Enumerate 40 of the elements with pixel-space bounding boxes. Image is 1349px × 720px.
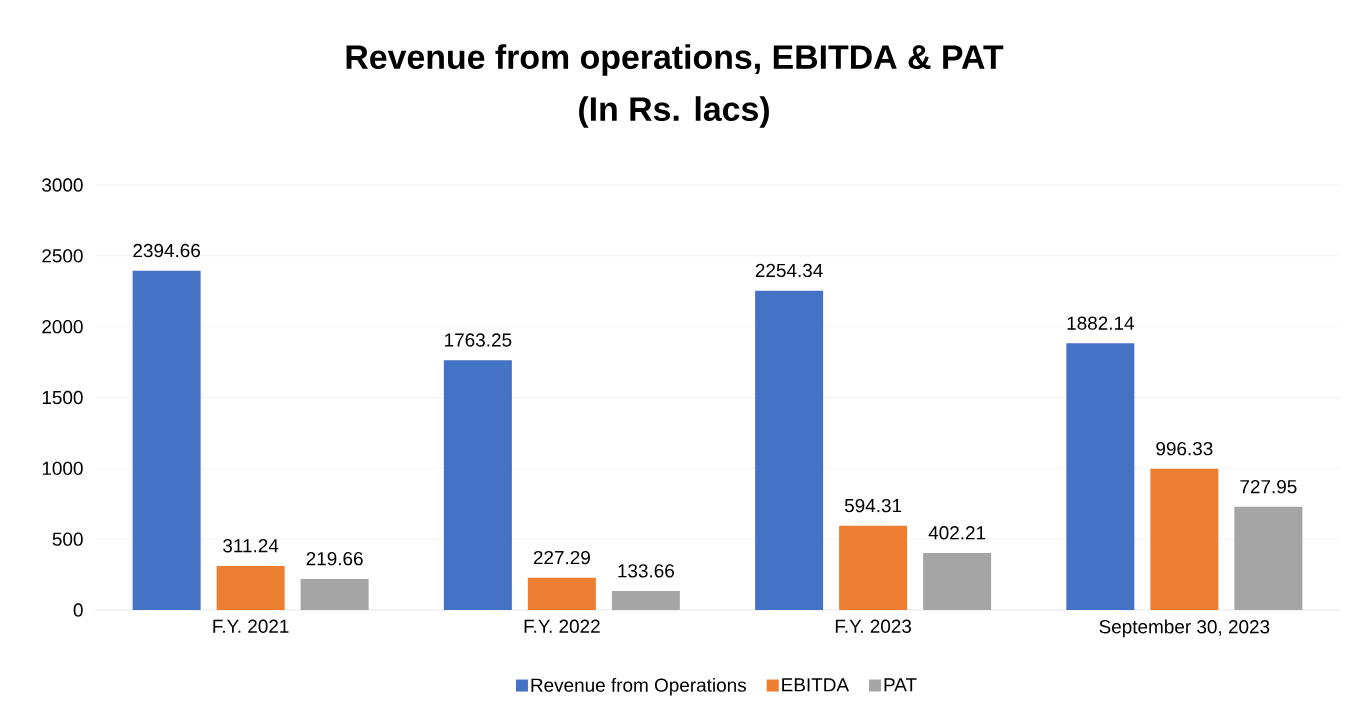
y-tick-label: 2500 [42,249,83,263]
legend-label: PAT [884,678,917,692]
bar [216,565,285,610]
data-label: 402.21 [928,526,986,540]
y-tick-label: 500 [52,532,83,546]
legend-label: EBITDA [782,678,849,692]
bar [527,577,596,610]
bar [300,578,369,610]
data-label: 227.29 [533,550,590,565]
chart-subtitle: (In Rs. lacs) [579,96,769,128]
data-label: 2394.66 [133,243,200,258]
y-tick-label: 1500 [42,390,83,405]
chart-title: Revenue from operations, EBITDA & PAT [346,44,1004,76]
y-tick-label: 3000 [42,178,83,192]
bar [611,591,680,610]
y-tick-label: 0 [73,603,83,617]
x-tick-label: F.Y. 2022 [524,619,600,633]
x-tick-label: September 30, 2023 [1099,619,1270,638]
x-tick-label: F.Y. 2021 [213,619,289,633]
x-tick-label: F.Y. 2023 [835,619,912,633]
data-label: 1882.14 [1067,316,1134,330]
legend-label: Revenue from Operations [531,677,746,696]
data-label: 311.24 [223,538,279,553]
data-label: 996.33 [1156,441,1213,456]
bar [132,270,201,610]
bar [1066,343,1135,610]
bar [923,553,992,610]
data-label: 1763.25 [445,333,512,347]
bar [1234,506,1303,610]
bar [839,525,908,610]
data-label: 133.66 [618,564,674,578]
data-label: 219.66 [306,551,363,566]
data-label: 2254.34 [755,263,823,278]
bar [755,290,824,610]
y-tick-label: 1000 [42,461,83,476]
data-label: 727.95 [1240,479,1297,494]
bar [443,360,512,610]
bar [1150,468,1219,610]
y-tick-label: 2000 [42,319,83,334]
data-label: 594.31 [844,498,902,513]
